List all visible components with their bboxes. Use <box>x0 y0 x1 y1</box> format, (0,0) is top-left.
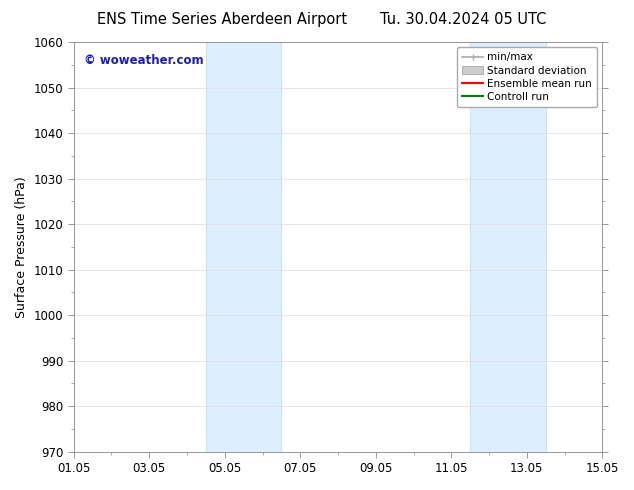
Bar <box>206 42 281 452</box>
Text: ENS Time Series Aberdeen Airport: ENS Time Series Aberdeen Airport <box>97 12 347 27</box>
Y-axis label: Surface Pressure (hPa): Surface Pressure (hPa) <box>15 176 28 318</box>
Legend: min/max, Standard deviation, Ensemble mean run, Controll run: min/max, Standard deviation, Ensemble me… <box>457 47 597 107</box>
Bar <box>470 42 546 452</box>
Text: Tu. 30.04.2024 05 UTC: Tu. 30.04.2024 05 UTC <box>380 12 546 27</box>
Text: © woweather.com: © woweather.com <box>84 54 204 67</box>
